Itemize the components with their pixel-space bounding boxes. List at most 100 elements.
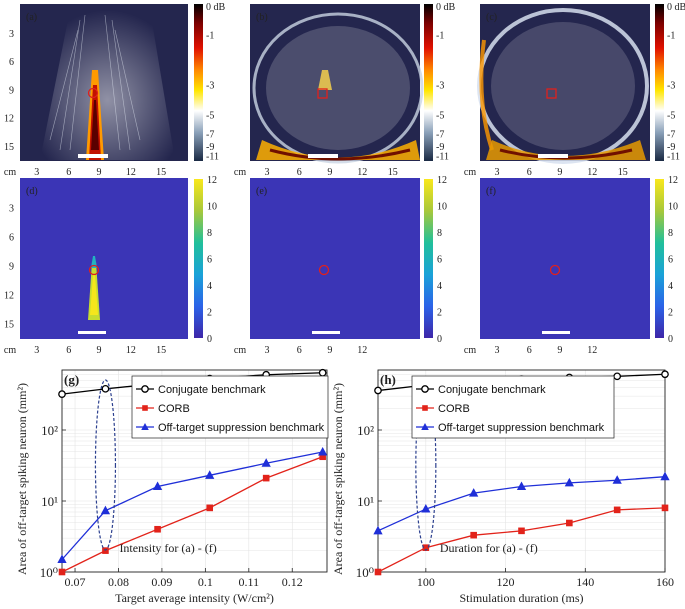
legend-box [411,375,615,439]
map-x-tick-label: 9 [327,167,332,178]
data-point [205,470,215,479]
map-x-tick-label: 9 [327,345,332,356]
data-point [373,525,383,535]
count-colorbar-tick: 0 [668,334,673,345]
x-tick-label: 120 [497,575,515,589]
db-colorbar-tick: -3 [206,81,214,92]
data-point [469,488,479,497]
count-colorbar-tick: 0 [207,334,212,345]
map-unit-label: cm [4,345,16,356]
x-tick-label: 0.07 [65,575,86,589]
map-x-tick-label: 6 [297,167,302,178]
plot-frame [61,369,328,573]
map-unit-label: cm [234,167,246,178]
data-point [421,504,431,513]
map-x-tick-label: 3 [495,167,500,178]
map-x-tick-label: 15 [156,345,166,356]
db-colorbar-tick: 0 dB [436,2,456,13]
count-colorbar [194,179,203,338]
legend-label: Conjugate benchmark [438,384,546,396]
db-colorbar [655,4,664,161]
db-colorbar-tick: -3 [436,81,444,92]
db-colorbar-tick: -1 [436,30,444,41]
panel-f-map: (f) [480,178,650,339]
y-axis-label: Area of off-target spiking neuron (mm²) [15,383,29,575]
legend-label: Off-target suppression benchmark [438,422,605,434]
panel-label: (h) [380,372,396,387]
map-x-tick-label: 6 [527,345,532,356]
count-colorbar-tick: 2 [437,308,442,319]
db-colorbar-tick: -11 [206,151,219,162]
data-point [261,458,271,467]
map-x-tick-label: 12 [357,167,367,178]
db-colorbar-tick: -9 [667,142,675,153]
map-x-tick-label: 9 [557,167,562,178]
map-unit-label: cm [464,167,476,178]
data-point [613,506,621,514]
db-colorbar-tick: -5 [206,110,214,121]
highlight-ellipse [94,379,117,551]
db-colorbar-tick: -9 [206,142,214,153]
map-x-tick-label: 9 [557,345,562,356]
annotation-text: Duration for (a) - (f) [440,541,538,555]
legend-marker [421,385,429,393]
map-x-tick-label: 9 [96,167,101,178]
panel-d-map: (d) [20,178,188,339]
data-point [152,481,163,491]
data-point [154,525,161,533]
count-colorbar-tick: 0 [437,334,442,345]
count-colorbar [424,179,433,338]
panel-b-map: (b) [250,4,424,164]
target-marker [549,264,561,276]
count-colorbar-tick: 2 [207,308,212,319]
map-unit-label: cm [234,345,246,356]
target-marker [88,264,100,276]
panel-label: (e) [256,186,267,197]
data-point [374,386,382,395]
count-colorbar-tick: 6 [437,255,442,266]
x-axis-label: Target average intensity (W/cm²) [115,591,274,605]
x-axis-label: Stimulation duration (ms) [460,591,584,605]
map-x-tick-label: 6 [66,167,71,178]
y-tick-label: 10⁰ [40,565,58,580]
map-x-tick-label: 15 [388,167,398,178]
y-tick-label: 10² [357,423,374,438]
db-colorbar-tick: -3 [667,81,675,92]
data-point [516,481,527,491]
map-y-tick-label: 6 [9,233,14,244]
count-colorbar-tick: 10 [668,202,678,213]
data-point [206,504,214,512]
y-tick-label: 10¹ [357,494,374,509]
data-point [613,372,622,381]
target-marker [546,88,557,99]
legend-marker [422,405,428,411]
legend-label: CORB [158,403,190,415]
count-colorbar-tick: 4 [668,281,673,292]
db-colorbar-tick: 0 dB [206,2,226,13]
count-colorbar-tick: 4 [437,281,442,292]
map-unit-label: cm [4,167,16,178]
map-x-tick-label: 3 [495,345,500,356]
map-y-tick-label: 3 [9,29,14,40]
map-x-tick-label: 15 [618,167,628,178]
data-point [566,519,573,527]
db-colorbar-tick: -1 [206,30,214,41]
legend-marker [142,405,148,411]
data-point [470,531,477,539]
map-x-tick-label: 3 [265,167,270,178]
count-colorbar-tick: 8 [668,228,673,239]
data-point [262,474,270,482]
legend-label: Conjugate benchmark [158,384,266,396]
plot-h: 100 120 140 160 10⁰ 10¹ 10² Duration for (a) - … [331,369,674,605]
x-tick-label: 100 [417,575,435,589]
y-axis-label: Area of off-target spiking neuron (mm²) [331,383,345,575]
data-point [58,390,66,398]
map-x-tick-label: 3 [34,345,39,356]
legend-box [131,375,329,439]
db-colorbar-tick: 0 dB [667,2,685,13]
db-colorbar-tick: -11 [667,151,680,162]
db-colorbar [424,4,433,161]
count-colorbar-tick: 6 [668,255,673,266]
series-line-square [61,456,323,573]
annotation-text: Intensity for (a) - (f) [119,541,216,555]
